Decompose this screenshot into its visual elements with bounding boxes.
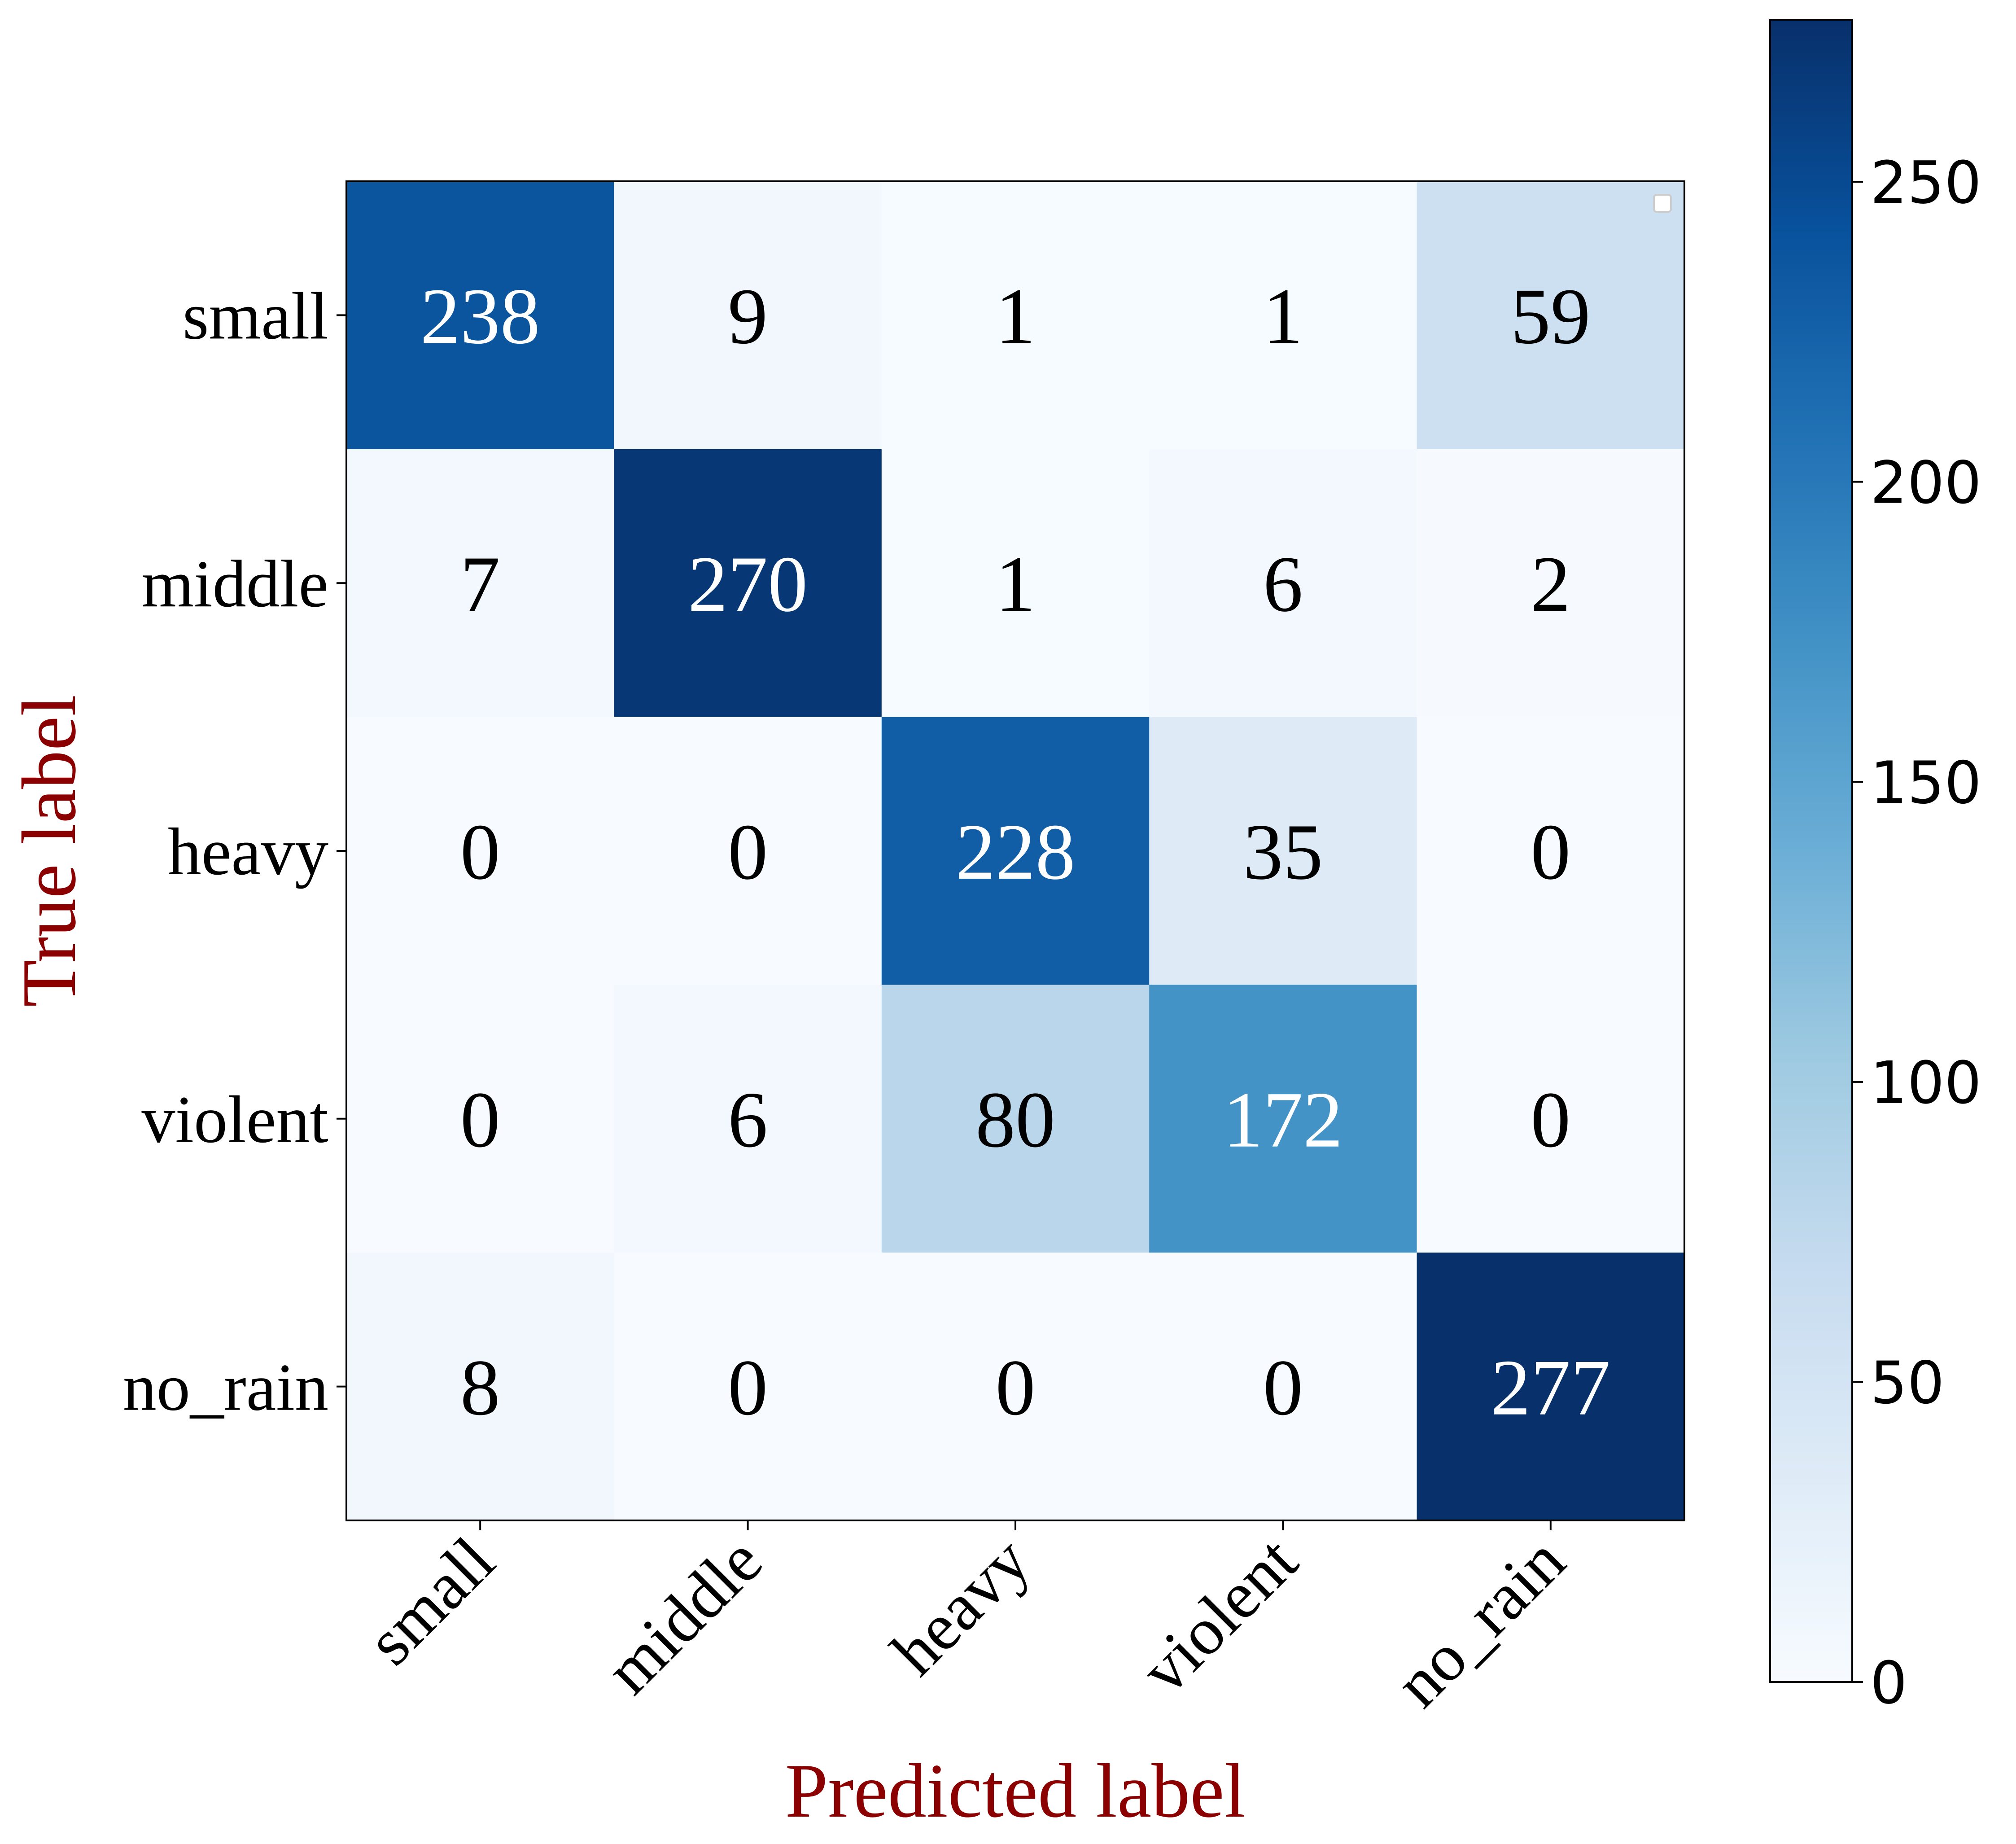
y-tick-label: small — [183, 279, 328, 353]
cell-value-label: 1 — [996, 272, 1036, 360]
colorbar-tick-label: 100 — [1870, 1049, 1981, 1117]
x-tick-label: heavy — [878, 1523, 1044, 1690]
x-tick-label: middle — [591, 1523, 776, 1708]
colorbar-tick-label: 150 — [1870, 749, 1981, 817]
cell-value-label: 9 — [728, 272, 768, 360]
heatmap-cell — [614, 449, 882, 718]
heatmap-cells: 238 9 1 1 597 270 1 6 20 0 228 35 00 6 80 172 08 0 0 0 277 — [346, 181, 1685, 1521]
heatmap-cell — [346, 1253, 614, 1521]
x-tick-label: small — [353, 1523, 508, 1679]
cell-value-label: 0 — [996, 1343, 1036, 1432]
y-tick-label: no_rain — [123, 1350, 328, 1425]
y-tick-label: violent — [141, 1082, 328, 1157]
heatmap-cell — [614, 985, 882, 1253]
cell-value-label: 0 — [1531, 1075, 1570, 1164]
heatmap-cell — [1417, 181, 1685, 450]
cell-value-label: 7 — [460, 539, 500, 628]
heatmap-cell — [1149, 449, 1417, 718]
cell-value-label: 270 — [688, 539, 808, 628]
heatmap-cell — [1417, 1253, 1685, 1521]
cell-value-label: 228 — [956, 807, 1076, 896]
cell-value-label: 1 — [1263, 272, 1303, 360]
y-tick-label: heavy — [168, 815, 328, 889]
cell-value-label: 0 — [1263, 1343, 1303, 1432]
cell-value-label: 1 — [996, 539, 1036, 628]
cell-value-label: 0 — [1531, 807, 1570, 896]
cell-value-label: 6 — [728, 1075, 768, 1164]
colorbar-tick-label: 250 — [1870, 149, 1981, 217]
heatmap-cell — [881, 985, 1150, 1253]
heatmap-cell — [614, 181, 882, 450]
legend-box — [1653, 194, 1672, 213]
cell-value-label: 6 — [1263, 539, 1303, 628]
y-tick-label: middle — [141, 547, 328, 621]
cell-value-label: 0 — [460, 1075, 500, 1164]
heatmap-cell — [346, 985, 614, 1253]
cell-value-label: 0 — [460, 807, 500, 896]
heatmap-cell — [346, 181, 614, 450]
heatmap-cell — [1149, 1253, 1417, 1521]
heatmap-cell — [1149, 717, 1417, 985]
colorbar-tick-label: 50 — [1870, 1349, 1944, 1417]
heatmap-cell — [1417, 449, 1685, 718]
heatmap-cell — [881, 717, 1150, 985]
x-tick-label: violent — [1127, 1523, 1312, 1708]
colorbar-tick-label: 0 — [1870, 1649, 1907, 1717]
x-tick-label: no_rain — [1381, 1523, 1579, 1721]
y-axis-title: True label — [7, 695, 92, 1007]
colorbar — [1769, 19, 1853, 1683]
cell-value-label: 80 — [975, 1075, 1055, 1164]
cell-value-label: 2 — [1531, 539, 1570, 628]
colorbar-ticks: 0 50 100 150 200 250 — [1852, 149, 1981, 1717]
heatmap-cell — [614, 717, 882, 985]
heatmap-cell — [1149, 985, 1417, 1253]
heatmap-cell — [1149, 181, 1417, 450]
colorbar-tick-label: 200 — [1870, 449, 1981, 517]
heatmap-cell — [614, 1253, 882, 1521]
cell-value-label: 0 — [728, 1343, 768, 1432]
heatmap-cell — [346, 717, 614, 985]
heatmap-cell — [346, 449, 614, 718]
cell-value-label: 35 — [1243, 807, 1323, 896]
heatmap-cell — [881, 181, 1150, 450]
heatmap-cell — [1417, 717, 1685, 985]
cell-value-label: 172 — [1223, 1075, 1343, 1164]
heatmap-cell — [881, 1253, 1150, 1521]
cell-value-label: 277 — [1491, 1343, 1610, 1432]
cell-value-label: 59 — [1511, 272, 1591, 360]
x-axis-title: Predicted label — [785, 1748, 1246, 1834]
cell-value-label: 0 — [728, 807, 768, 896]
cell-value-label: 8 — [460, 1343, 500, 1432]
heatmap-cell — [881, 449, 1150, 718]
heatmap-cell — [1417, 985, 1685, 1253]
cell-value-label: 238 — [420, 272, 540, 360]
